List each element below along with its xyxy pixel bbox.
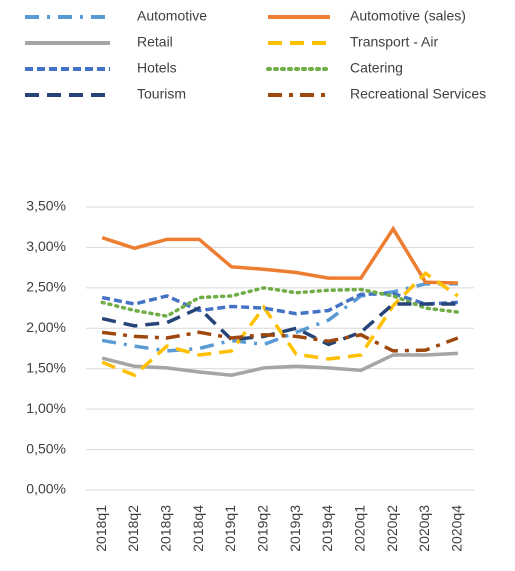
legend-label: Recreational Services [350,86,486,102]
legend-label: Tourism [137,86,186,102]
x-tick-label: 2020q1 [352,505,368,552]
y-tick-label: 1,00% [26,400,66,416]
series-line [101,302,458,347]
y-tick-label: 1,50% [26,359,66,375]
legend-label: Hotels [137,60,177,76]
legend-label: Automotive (sales) [350,8,466,24]
series-line [101,330,459,353]
legend-label: Retail [137,34,173,50]
y-tick-label: 3,00% [26,238,66,254]
legend-label: Automotive [137,8,207,24]
series-line [101,225,458,285]
y-tick-label: 2,00% [26,319,66,335]
x-tick-label: 2019q1 [222,505,238,552]
x-tick-label: 2020q2 [384,505,400,552]
x-tick-label: 2019q4 [319,505,335,552]
x-tick-label: 2020q3 [416,505,432,552]
y-tick-label: 3,50% [26,198,66,214]
series-line [101,271,459,378]
y-tick-label: 2,50% [26,279,66,295]
x-tick-label: 2018q2 [125,505,141,552]
x-tick-label: 2018q4 [190,505,206,552]
series-line [100,286,460,318]
x-tick-label: 2020q4 [449,505,465,552]
series-line [101,291,458,316]
x-tick-label: 2019q3 [287,505,303,552]
legend-label: Transport - Air [350,34,439,50]
y-tick-label: 0,00% [26,481,66,497]
x-tick-label: 2018q3 [158,505,174,552]
x-tick-label: 2019q2 [255,505,271,552]
x-tick-label: 2018q1 [93,505,109,552]
legend-label: Catering [350,60,403,76]
series-line [101,351,458,377]
y-tick-label: 0,50% [26,440,66,456]
